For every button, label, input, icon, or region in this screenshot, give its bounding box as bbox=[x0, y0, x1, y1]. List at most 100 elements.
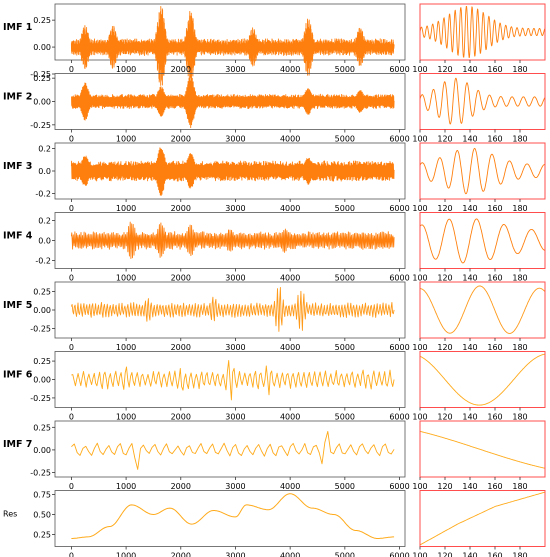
imf-row-7: 0 1000 2000 3000 4000 5000 6000 -0.25 0.00 0.25IM… bbox=[3, 420, 546, 491]
zoom-panel-frame bbox=[419, 420, 546, 478]
x-tick-label: 5000 bbox=[335, 65, 355, 74]
zoom-panel-frame bbox=[419, 212, 546, 269]
x-tick-label: 1000 bbox=[116, 274, 136, 283]
x-tick-label: 6000 bbox=[389, 343, 409, 352]
x-tick-label: 1000 bbox=[116, 482, 136, 491]
zoom-x-tick-label: 120 bbox=[437, 482, 452, 491]
y-tick-label: 0.2 bbox=[38, 217, 51, 226]
zoom-panel-frame bbox=[419, 490, 546, 547]
x-tick-label: 5000 bbox=[335, 343, 355, 352]
x-tick-label: 6000 bbox=[389, 482, 409, 491]
y-tick-label: 0.50 bbox=[33, 511, 51, 520]
y-tick-label: 0.25 bbox=[33, 74, 51, 83]
x-tick-label: 4000 bbox=[280, 135, 300, 144]
imf-row-6: 0 1000 2000 3000 4000 5000 6000 -0.25 0.00 0.25IM… bbox=[3, 351, 546, 422]
y-tick-label: 0.00 bbox=[33, 43, 51, 52]
zoom-x-tick-label: 120 bbox=[437, 65, 452, 74]
x-tick-label: 5000 bbox=[335, 482, 355, 491]
imf-series-line bbox=[70, 286, 395, 332]
zoom-series-line bbox=[420, 353, 545, 406]
x-tick-label: 0 bbox=[69, 552, 74, 557]
zoom-x-tick-label: 160 bbox=[487, 552, 502, 557]
x-tick-label: 3000 bbox=[225, 482, 245, 491]
x-tick-label: 3000 bbox=[225, 343, 245, 352]
y-tick-label: -0.25 bbox=[30, 394, 51, 403]
zoom-series-line bbox=[420, 6, 545, 58]
y-tick-label: 0.25 bbox=[33, 531, 51, 540]
zoom-panel-frame bbox=[419, 281, 546, 339]
imf-series-line bbox=[71, 430, 395, 470]
zoom-x-tick-label: 180 bbox=[512, 552, 527, 557]
zoom-x-tick-label: 100 bbox=[412, 343, 427, 352]
x-tick-label: 2000 bbox=[171, 204, 191, 213]
main-panel-frame bbox=[54, 420, 406, 478]
x-tick-label: 4000 bbox=[280, 552, 300, 557]
x-tick-label: 1000 bbox=[116, 343, 136, 352]
x-tick-label: 2000 bbox=[171, 135, 191, 144]
imf-row-4: 0 1000 2000 3000 4000 5000 6000 -0.2 0.0 0.2 IMF 4… bbox=[3, 212, 546, 283]
imf-row-8: 0 1000 2000 3000 4000 5000 6000 0.25 0.50 0.75 Res… bbox=[3, 490, 546, 557]
x-tick-label: 6000 bbox=[389, 274, 409, 283]
zoom-x-tick-label: 160 bbox=[487, 204, 502, 213]
x-tick-label: 5000 bbox=[335, 413, 355, 422]
zoom-x-tick-label: 100 bbox=[412, 204, 427, 213]
zoom-x-tick-label: 160 bbox=[487, 135, 502, 144]
zoom-x-tick-label: 160 bbox=[487, 343, 502, 352]
zoom-x-tick-label: 180 bbox=[512, 204, 527, 213]
y-tick-label: 0.00 bbox=[33, 98, 51, 107]
zoom-x-tick-label: 140 bbox=[462, 204, 477, 213]
y-tick-label: -0.2 bbox=[35, 257, 51, 266]
x-tick-label: 3000 bbox=[225, 413, 245, 422]
x-tick-label: 2000 bbox=[171, 413, 191, 422]
zoom-x-tick-label: 180 bbox=[512, 65, 527, 74]
y-tick-label: 0.25 bbox=[33, 423, 51, 432]
zoom-series-line bbox=[420, 285, 545, 334]
x-tick-label: 5000 bbox=[335, 204, 355, 213]
imf-series-line bbox=[70, 147, 395, 196]
x-tick-label: 2000 bbox=[171, 274, 191, 283]
x-tick-label: 3000 bbox=[225, 135, 245, 144]
zoom-x-tick-label: 120 bbox=[437, 413, 452, 422]
zoom-panel-frame bbox=[419, 142, 546, 200]
zoom-x-tick-label: 120 bbox=[437, 552, 452, 557]
imf-row-3: 0 1000 2000 3000 4000 5000 6000 -0.2 0.0 0.2 IMF 3… bbox=[3, 142, 546, 213]
y-tick-label: -0.25 bbox=[30, 70, 51, 79]
x-tick-label: 4000 bbox=[280, 65, 300, 74]
x-tick-label: 2000 bbox=[171, 552, 191, 557]
zoom-x-tick-label: 140 bbox=[462, 343, 477, 352]
zoom-x-tick-label: 180 bbox=[512, 482, 527, 491]
x-tick-label: 4000 bbox=[280, 204, 300, 213]
x-tick-label: 1000 bbox=[116, 204, 136, 213]
y-tick-label: -0.25 bbox=[30, 468, 51, 477]
x-tick-label: 1000 bbox=[116, 552, 136, 557]
row-label: IMF 1 bbox=[3, 22, 32, 33]
x-tick-label: 3000 bbox=[225, 552, 245, 557]
main-panel-frame bbox=[54, 3, 406, 61]
zoom-x-tick-label: 160 bbox=[487, 65, 502, 74]
x-tick-label: 1000 bbox=[116, 135, 136, 144]
row-label: IMF 6 bbox=[3, 370, 33, 381]
imf-row-5: 0 1000 2000 3000 4000 5000 6000 -0.25 0.00 0.25IM… bbox=[3, 281, 546, 352]
row-label: IMF 3 bbox=[3, 161, 32, 172]
zoom-x-tick-label: 140 bbox=[462, 65, 477, 74]
zoom-x-tick-label: 120 bbox=[437, 343, 452, 352]
y-tick-label: 0.25 bbox=[33, 16, 51, 25]
y-tick-label: 0.0 bbox=[38, 167, 51, 176]
x-tick-label: 2000 bbox=[171, 343, 191, 352]
x-tick-label: 1000 bbox=[116, 413, 136, 422]
zoom-x-tick-label: 140 bbox=[462, 482, 477, 491]
zoom-x-tick-label: 180 bbox=[512, 135, 527, 144]
imf-series-line bbox=[70, 221, 395, 259]
x-tick-label: 6000 bbox=[389, 65, 409, 74]
row-label: IMF 4 bbox=[3, 231, 33, 242]
imf-series-line bbox=[70, 6, 395, 86]
y-tick-label: 0.75 bbox=[33, 491, 51, 500]
y-tick-label: -0.25 bbox=[30, 121, 51, 130]
zoom-series-line bbox=[420, 218, 545, 264]
zoom-x-tick-label: 140 bbox=[462, 274, 477, 283]
x-tick-label: 4000 bbox=[280, 274, 300, 283]
x-tick-label: 3000 bbox=[225, 204, 245, 213]
zoom-panel-frame bbox=[419, 73, 546, 130]
zoom-x-tick-label: 120 bbox=[437, 274, 452, 283]
x-tick-label: 3000 bbox=[225, 274, 245, 283]
